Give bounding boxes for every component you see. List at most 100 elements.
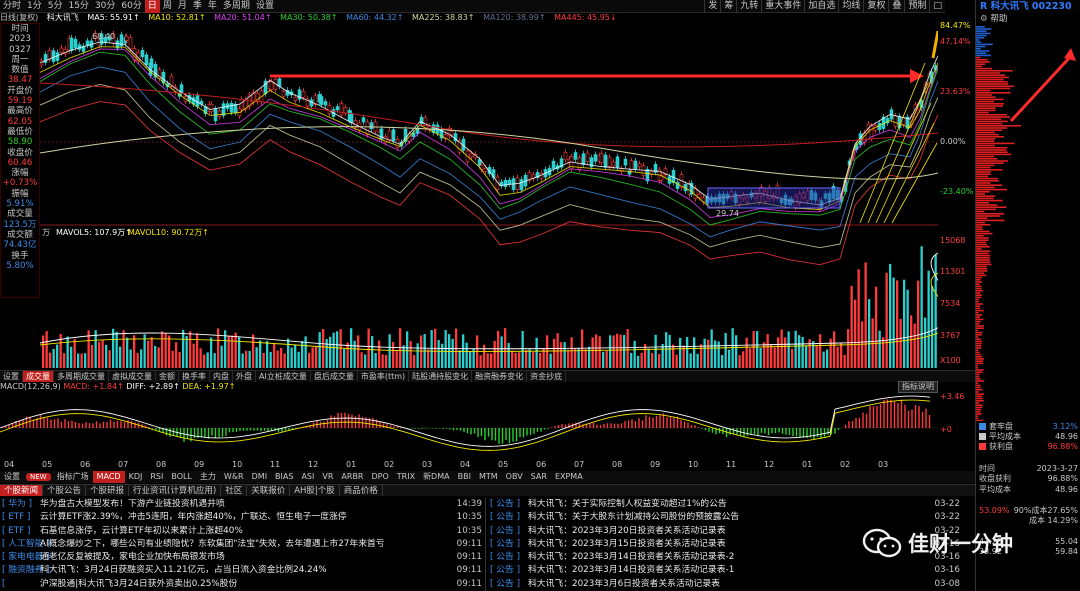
right-news-title-4[interactable]: 科大讯飞：2023年3月14日投资者关系活动记录表-2 bbox=[528, 552, 735, 563]
volume-tab-13[interactable]: 资金抄底 bbox=[527, 371, 567, 382]
news-tab-0[interactable]: 个股新闻 bbox=[0, 485, 44, 496]
volume-tab-10[interactable]: 市盈率(ttm) bbox=[358, 371, 410, 382]
volume-bar bbox=[609, 335, 612, 368]
toolbar-action-6[interactable]: 复权 bbox=[863, 0, 888, 13]
news-item[interactable]: [ 家电电器 ] 通老亿反复被提及，家电企业加快布局银发市场 09:11 bbox=[2, 551, 482, 564]
news-item[interactable]: [ 公告 ] 科大讯飞：关于实际控制人权益变动超过1%的公告 03-22 bbox=[490, 498, 960, 511]
period-tab-5[interactable]: 60分 bbox=[121, 0, 142, 11]
volume-tab-11[interactable]: 陆股通持股变化 bbox=[409, 371, 473, 382]
right-news-title-2[interactable]: 科大讯飞：2023年3月20日投资者关系活动记录表 bbox=[528, 525, 726, 536]
indicator-tab-19[interactable]: OBV bbox=[505, 472, 523, 481]
indicator-tab-11[interactable]: ASI bbox=[301, 472, 315, 481]
right-news-title-1[interactable]: 科大讯飞：关于大股东计划减持公司股份的预披露公告 bbox=[528, 512, 740, 523]
toolbar-action-9[interactable]: □ bbox=[929, 0, 945, 13]
indicator-tab-0[interactable]: 设置 bbox=[4, 472, 20, 481]
indicator-tab-6[interactable]: BOLL bbox=[171, 472, 192, 481]
news-item[interactable]: [ 融资融券 ] 科大讯飞：3月24日获融资买入11.21亿元，占当日流入资金比例… bbox=[2, 564, 482, 577]
help-link[interactable]: ⚙ 帮助 bbox=[976, 13, 1080, 25]
period-tab-2[interactable]: 5分 bbox=[47, 0, 63, 11]
left-news-title-4[interactable]: 通老亿反复被提及，家电企业加快布局银发市场 bbox=[40, 552, 225, 563]
volume-tab-4[interactable]: 金额 bbox=[156, 371, 179, 382]
news-item[interactable]: [ 公告 ] 科大讯飞：2023年3月14日投资者关系活动记录表-2 03-16 bbox=[490, 551, 960, 564]
period-tab-1[interactable]: 1分 bbox=[27, 0, 42, 11]
toolbar-action-3[interactable]: 重大事件 bbox=[761, 0, 804, 13]
kline-chart[interactable]: 68.40 29.74 万 MAVOL5: 107.9万↑MAVOL10: 90.72… bbox=[40, 23, 938, 371]
volume-tab-6[interactable]: 内盘 bbox=[210, 371, 233, 382]
volume-tab-5[interactable]: 换手率 bbox=[179, 371, 210, 382]
news-tab-7[interactable]: 商品价格 bbox=[340, 485, 383, 496]
news-item[interactable]: [ 公告 ] 科大讯飞：2023年3月15日投资者关系活动记录表 03-16 bbox=[490, 538, 960, 551]
news-tab-6[interactable]: AH股|个股 bbox=[290, 485, 340, 496]
news-item[interactable]: [ 华为 ] 华为盘古大模型发布！下游产业链投资机遇井喷 14:39 bbox=[2, 498, 482, 511]
volume-tab-3[interactable]: 虚拟成交量 bbox=[109, 371, 156, 382]
news-tab-3[interactable]: 行业资讯(计算机应用) bbox=[129, 485, 222, 496]
indicator-tab-15[interactable]: TRIX bbox=[396, 472, 416, 481]
period-tab-8[interactable]: 月 bbox=[177, 0, 187, 11]
indicator-tab-1[interactable]: NEW bbox=[26, 473, 51, 481]
toolbar-action-2[interactable]: 九转 bbox=[736, 0, 761, 13]
left-news-title-1[interactable]: 云计算ETF涨2.39%，冲击5连阳，年内涨超40%，广联达、恒生电子一度涨停 bbox=[40, 512, 347, 523]
period-tab-12[interactable]: 设置 bbox=[255, 0, 274, 11]
volume-tab-2[interactable]: 多周期成交量 bbox=[54, 371, 109, 382]
volume-tab-1[interactable]: 成交量 bbox=[23, 371, 54, 382]
indicator-tab-13[interactable]: ARBR bbox=[341, 472, 364, 481]
news-tab-5[interactable]: 关联报价 bbox=[247, 485, 291, 496]
period-tab-0[interactable]: 分时 bbox=[3, 0, 22, 11]
indicator-tab-10[interactable]: BIAS bbox=[275, 472, 294, 481]
indicator-tab-14[interactable]: DPO bbox=[371, 472, 389, 481]
toolbar-action-4[interactable]: 加自选 bbox=[804, 0, 838, 13]
news-item[interactable]: [ 公告 ] 科大讯飞：2023年3月6日投资者关系活动记录表 03-08 bbox=[490, 578, 960, 591]
volume-tab-7[interactable]: 外盘 bbox=[233, 371, 256, 382]
volume-tab-0[interactable]: 设置 bbox=[0, 371, 23, 382]
volume-tab-8[interactable]: AI立桩成交量 bbox=[256, 371, 311, 382]
volume-tab-12[interactable]: 融资融券变化 bbox=[472, 371, 528, 382]
period-tab-4[interactable]: 30分 bbox=[94, 0, 116, 11]
right-news-title-0[interactable]: 科大讯飞：关于实际控制人权益变动超过1%的公告 bbox=[528, 499, 727, 509]
toolbar-action-8[interactable]: 预制 bbox=[904, 0, 929, 13]
news-item[interactable]: [ 公告 ] 科大讯飞：关于大股东计划减持公司股份的预披露公告 03-22 bbox=[490, 511, 960, 524]
news-item[interactable]: [沪深股通|科大讯飞3月24日获外资卖出0.25%股份 09:11 bbox=[2, 578, 482, 591]
macd-chart[interactable] bbox=[0, 392, 938, 460]
indicator-tab-18[interactable]: MTM bbox=[478, 472, 498, 481]
period-tab-3[interactable]: 15分 bbox=[68, 0, 89, 11]
left-news-title-0[interactable]: 华为盘古大模型发布！下游产业链投资机遇井喷 bbox=[40, 499, 225, 509]
news-item[interactable]: [ ETF ] 石基信息涨停，云计算ETF年初以来累计上涨超40% 10:35 bbox=[2, 525, 482, 538]
right-news-title-3[interactable]: 科大讯飞：2023年3月15日投资者关系活动记录表 bbox=[528, 538, 726, 549]
indicator-help-button[interactable]: 指标说明 bbox=[898, 381, 938, 393]
toolbar-action-0[interactable]: 发 bbox=[704, 0, 720, 13]
period-tab-10[interactable]: 年 bbox=[207, 0, 217, 11]
indicator-tab-4[interactable]: KDJ bbox=[128, 472, 143, 481]
indicator-tab-17[interactable]: BBI bbox=[457, 472, 471, 481]
news-item[interactable]: [ 公告 ] 科大讯飞：2023年3月14日投资者关系活动记录表-1 03-16 bbox=[490, 564, 960, 577]
indicator-tab-2[interactable]: 指标广场 bbox=[56, 472, 89, 481]
right-news-title-5[interactable]: 科大讯飞：2023年3月14日投资者关系活动记录表-1 bbox=[528, 565, 735, 576]
left-news-title-2[interactable]: 石基信息涨停，云计算ETF年初以来累计上涨超40% bbox=[40, 525, 243, 536]
period-tab-6[interactable]: 日 bbox=[144, 0, 160, 13]
indicator-tab-21[interactable]: EXPMA bbox=[554, 472, 583, 481]
toolbar-action-1[interactable]: 筹 bbox=[720, 0, 736, 13]
indicator-tab-9[interactable]: DMI bbox=[251, 472, 268, 481]
left-news-title-5[interactable]: 科大讯飞：3月24日获融资买入11.21亿元，占当日流入资金比例24.24% bbox=[40, 565, 327, 576]
period-tab-7[interactable]: 周 bbox=[162, 0, 172, 11]
left-news-title-3[interactable]: AI概念爆炒之下，哪些公司有业绩隐忧？东软集团"法宝"失效，去年遭遇上市27年来… bbox=[40, 538, 385, 549]
toolbar-action-5[interactable]: 均线 bbox=[838, 0, 863, 13]
indicator-tab-8[interactable]: W&R bbox=[223, 472, 244, 481]
toolbar-action-7[interactable]: 叠 bbox=[888, 0, 904, 13]
right-news-title-6[interactable]: 科大讯飞：2023年3月6日投资者关系活动记录表 bbox=[528, 578, 720, 589]
period-tab-11[interactable]: 多周期 bbox=[222, 0, 250, 11]
news-item[interactable]: [ 人工智能 ] AI概念爆炒之下，哪些公司有业绩隐忧？东软集团"法宝"失效，去年… bbox=[2, 538, 482, 551]
period-tab-9[interactable]: 季 bbox=[192, 0, 202, 11]
news-item[interactable]: [ 公告 ] 科大讯飞：2023年3月20日投资者关系活动记录表 03-22 bbox=[490, 525, 960, 538]
news-item[interactable]: [ ETF ] 云计算ETF涨2.39%，冲击5连阳，年内涨超40%，广联达、恒生… bbox=[2, 511, 482, 524]
indicator-tab-16[interactable]: 新DMA bbox=[423, 472, 450, 481]
volume-tab-9[interactable]: 盘后成交量 bbox=[311, 371, 358, 382]
indicator-tab-20[interactable]: SAR bbox=[530, 472, 547, 481]
news-tab-4[interactable]: 社区 bbox=[221, 485, 248, 496]
news-tab-1[interactable]: 个股公告 bbox=[43, 485, 87, 496]
left-news-title-6[interactable]: 沪深股通|科大讯飞3月24日获外资卖出0.25%股份 bbox=[40, 578, 238, 589]
news-tab-2[interactable]: 个股研报 bbox=[86, 485, 130, 496]
indicator-tab-12[interactable]: VR bbox=[322, 472, 334, 481]
indicator-tab-3[interactable]: MACD bbox=[92, 471, 125, 483]
indicator-tab-7[interactable]: 主力 bbox=[199, 472, 216, 481]
indicator-tab-5[interactable]: RSI bbox=[150, 472, 164, 481]
